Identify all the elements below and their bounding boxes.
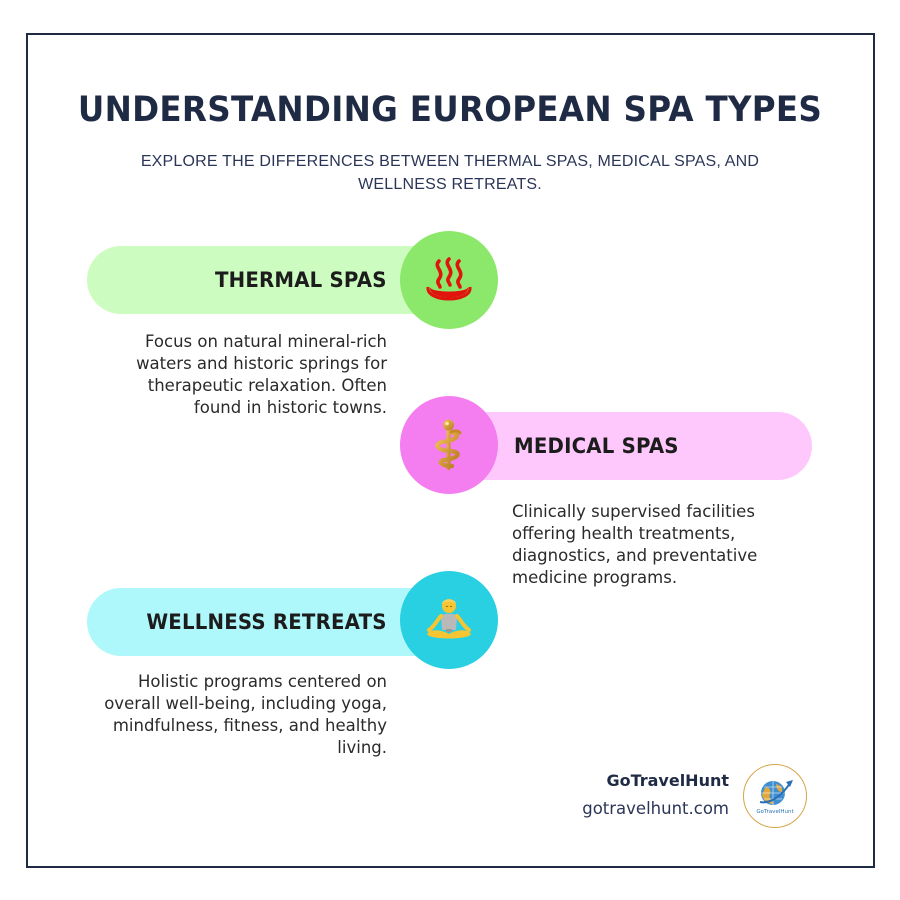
brand-logo: GoTravelHunt <box>743 764 807 828</box>
medical-spas-banner <box>452 412 812 480</box>
thermal-spas-description: Focus on natural mineral-rich waters and… <box>136 332 387 417</box>
thermal-spas-icon-badge <box>400 231 498 329</box>
wellness-retreats-description: Holistic programs centered on overall we… <box>104 672 387 757</box>
hot-springs-icon <box>426 257 472 301</box>
logo-text: GoTravelHunt <box>756 808 794 815</box>
brand-url-link[interactable]: gotravelhunt.com <box>582 799 729 818</box>
thermal-spas-heading: THERMAL SPAS <box>215 268 387 292</box>
page-subtitle: EXPLORE THE DIFFERENCES BETWEEN THERMAL … <box>140 153 760 193</box>
wellness-retreats-banner <box>87 588 447 656</box>
medical-spas-icon-badge <box>400 396 498 494</box>
thermal-spas-banner <box>87 246 447 314</box>
person-in-lotus-position-icon <box>427 599 471 639</box>
wellness-retreats-icon-badge <box>400 571 498 669</box>
medical-spas-description: Clinically supervised facilities offerin… <box>512 502 758 587</box>
globe-airplane-icon <box>759 779 793 805</box>
medical-symbol-icon <box>435 419 462 470</box>
wellness-retreats-heading: WELLNESS RETREATS <box>146 610 387 634</box>
brand-name: GoTravelHunt <box>606 771 729 790</box>
page-title: UNDERSTANDING EUROPEAN SPA TYPES <box>77 90 823 130</box>
medical-spas-heading: MEDICAL SPAS <box>514 434 679 458</box>
